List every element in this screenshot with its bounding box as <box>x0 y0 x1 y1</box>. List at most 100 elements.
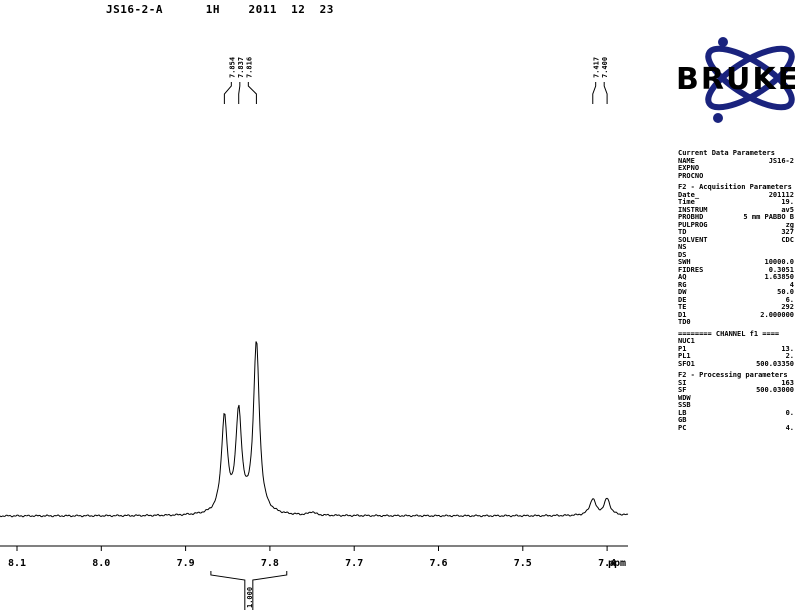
parameter-value: 0.3051 <box>768 265 794 274</box>
parameter-row: Date_ 201112 <box>678 190 795 200</box>
parameter-key: AQ <box>678 273 687 281</box>
parameter-key: PROCNO <box>678 171 704 180</box>
parameter-row: SSB <box>678 401 795 410</box>
peak-label-connector <box>238 82 241 104</box>
parameter-key: RG <box>678 280 687 289</box>
parameter-row: NAME JS16-2 <box>678 156 795 166</box>
parameter-key: DW <box>678 288 687 296</box>
parameter-key: PULPROG <box>678 220 708 229</box>
peak-label-connector <box>247 82 257 104</box>
parameter-row: SOLVENT CDC <box>678 235 795 245</box>
parameter-key: TD0 <box>678 318 691 326</box>
parameter-value: 4 <box>789 280 794 289</box>
parameter-key: NS <box>678 243 687 251</box>
integral-value-label: 1.000 <box>246 587 254 608</box>
parameter-section: Current Data Parameters NAME JS16-2 EXPNO PR… <box>678 149 795 181</box>
parameter-value: 500.03000 <box>756 386 794 394</box>
parameter-key: INSTRUM <box>678 205 708 214</box>
parameter-value: CDC <box>781 235 794 244</box>
parameter-value: 201112 <box>768 190 794 199</box>
parameter-row: NUC1 <box>678 337 795 346</box>
parameter-row: EXPNO <box>678 164 795 173</box>
peak-label-connector <box>603 82 608 104</box>
parameter-key: WDW <box>678 393 691 402</box>
x-tick-label: 7.7 <box>345 558 363 569</box>
parameter-key: SOLVENT <box>678 235 708 244</box>
parameter-key: TD <box>678 228 687 236</box>
parameter-section-title: ======== CHANNEL f1 ==== <box>678 329 780 338</box>
parameter-row: PROCNO <box>678 171 795 181</box>
parameter-section: F2 - Processing parameters SI 163 SF 500.030… <box>678 371 795 433</box>
parameter-row: RG 4 <box>678 280 795 290</box>
parameter-row: WDW <box>678 393 795 403</box>
parameter-row: Time 19. <box>678 198 795 207</box>
parameter-key: SFO1 <box>678 359 695 368</box>
parameter-key: SWH <box>678 258 691 266</box>
parameter-row: DE 6. <box>678 295 795 305</box>
parameter-row: PL1 2. <box>678 352 795 361</box>
parameter-key: NAME <box>678 156 695 165</box>
peak-label-group: 7.8547.8377.8167.4177.4007.2867.2697.025… <box>228 57 609 78</box>
parameter-row: LB 0. <box>678 409 795 418</box>
peak-label: 7.400 <box>601 57 609 78</box>
parameter-key: P1 <box>678 344 687 353</box>
peak-label: 7.854 <box>228 57 236 78</box>
parameter-row: PULPROG zg <box>678 220 795 230</box>
parameter-value: JS16-2 <box>768 156 794 165</box>
parameter-row: SF 500.03000 <box>678 386 795 395</box>
parameter-row: SI 163 <box>678 378 795 388</box>
integral-bracket <box>210 571 288 610</box>
parameter-key: Date_ <box>678 190 700 199</box>
peak-label: 7.837 <box>237 57 245 78</box>
parameter-key: NUC1 <box>678 337 695 345</box>
parameter-row: SFO1 500.03350 <box>678 359 795 369</box>
x-tick-label: 8.1 <box>8 558 26 569</box>
peak-label-connector <box>592 82 597 104</box>
bruker-logo <box>670 30 795 134</box>
parameter-row: GB <box>678 416 795 425</box>
parameter-key: PL1 <box>678 352 691 360</box>
parameter-row: PC 4. <box>678 423 795 433</box>
parameter-value: 50.0 <box>777 288 794 296</box>
nmr-spectrum-chart: 7.8547.8377.8167.4177.4007.2867.2697.025… <box>0 57 629 610</box>
parameter-value: 19. <box>781 198 794 206</box>
parameter-row: FIDRES 0.3051 <box>678 265 795 275</box>
parameter-key: TE <box>678 303 687 311</box>
parameter-value: 1.63850 <box>764 273 794 281</box>
parameter-value: 292 <box>781 303 794 311</box>
parameter-value: 13. <box>781 344 794 353</box>
peak-label: 7.816 <box>245 57 253 78</box>
x-axis-ticks: 8.18.07.97.87.77.67.57.47.37.27.17.06.96… <box>8 546 626 569</box>
parameter-row: DS <box>678 250 795 260</box>
atom-orbit-icon <box>705 37 795 123</box>
brand-logo-text: BRUKER <box>676 62 795 97</box>
peak-label-connector <box>223 82 232 104</box>
parameter-row: AQ 1.63850 <box>678 273 795 282</box>
parameter-section: F2 - Acquisition Parameters Date_ 201112 Ti… <box>678 183 795 327</box>
parameter-section-title: F2 - Acquisition Parameters <box>678 183 792 191</box>
parameter-key: DE <box>678 295 687 304</box>
parameter-key: PC <box>678 423 687 432</box>
parameter-key: PROBHD <box>678 213 704 221</box>
spectrum-title: JS16-2-A 1H 2011 12 23 <box>106 3 334 16</box>
x-axis-unit-label: ppm <box>608 558 626 569</box>
peak-label-lines <box>223 82 608 104</box>
parameter-value: av5 <box>781 205 794 214</box>
parameter-section: ======== CHANNEL f1 ==== NUC1 P1 13. PL1 2. SF… <box>678 329 795 369</box>
parameter-value: zg <box>785 220 794 229</box>
parameter-row: NS <box>678 243 795 252</box>
parameter-key: FIDRES <box>678 265 704 274</box>
parameter-key: D1 <box>678 310 687 319</box>
parameter-row: P1 13. <box>678 344 795 354</box>
spectrum-trace <box>0 341 629 518</box>
parameter-row: TE 292 <box>678 303 795 312</box>
parameter-value: 10000.0 <box>764 258 794 266</box>
integral-group: 1.0000.996 <box>210 571 288 610</box>
parameter-key: DS <box>678 250 687 259</box>
parameter-value: 163 <box>781 378 794 387</box>
parameter-row: TD 327 <box>678 228 795 237</box>
parameter-value: 5 mm PABBO B <box>743 213 794 221</box>
parameter-value: 4. <box>785 423 794 432</box>
x-tick-label: 7.5 <box>514 558 532 569</box>
parameter-key: SI <box>678 378 687 387</box>
